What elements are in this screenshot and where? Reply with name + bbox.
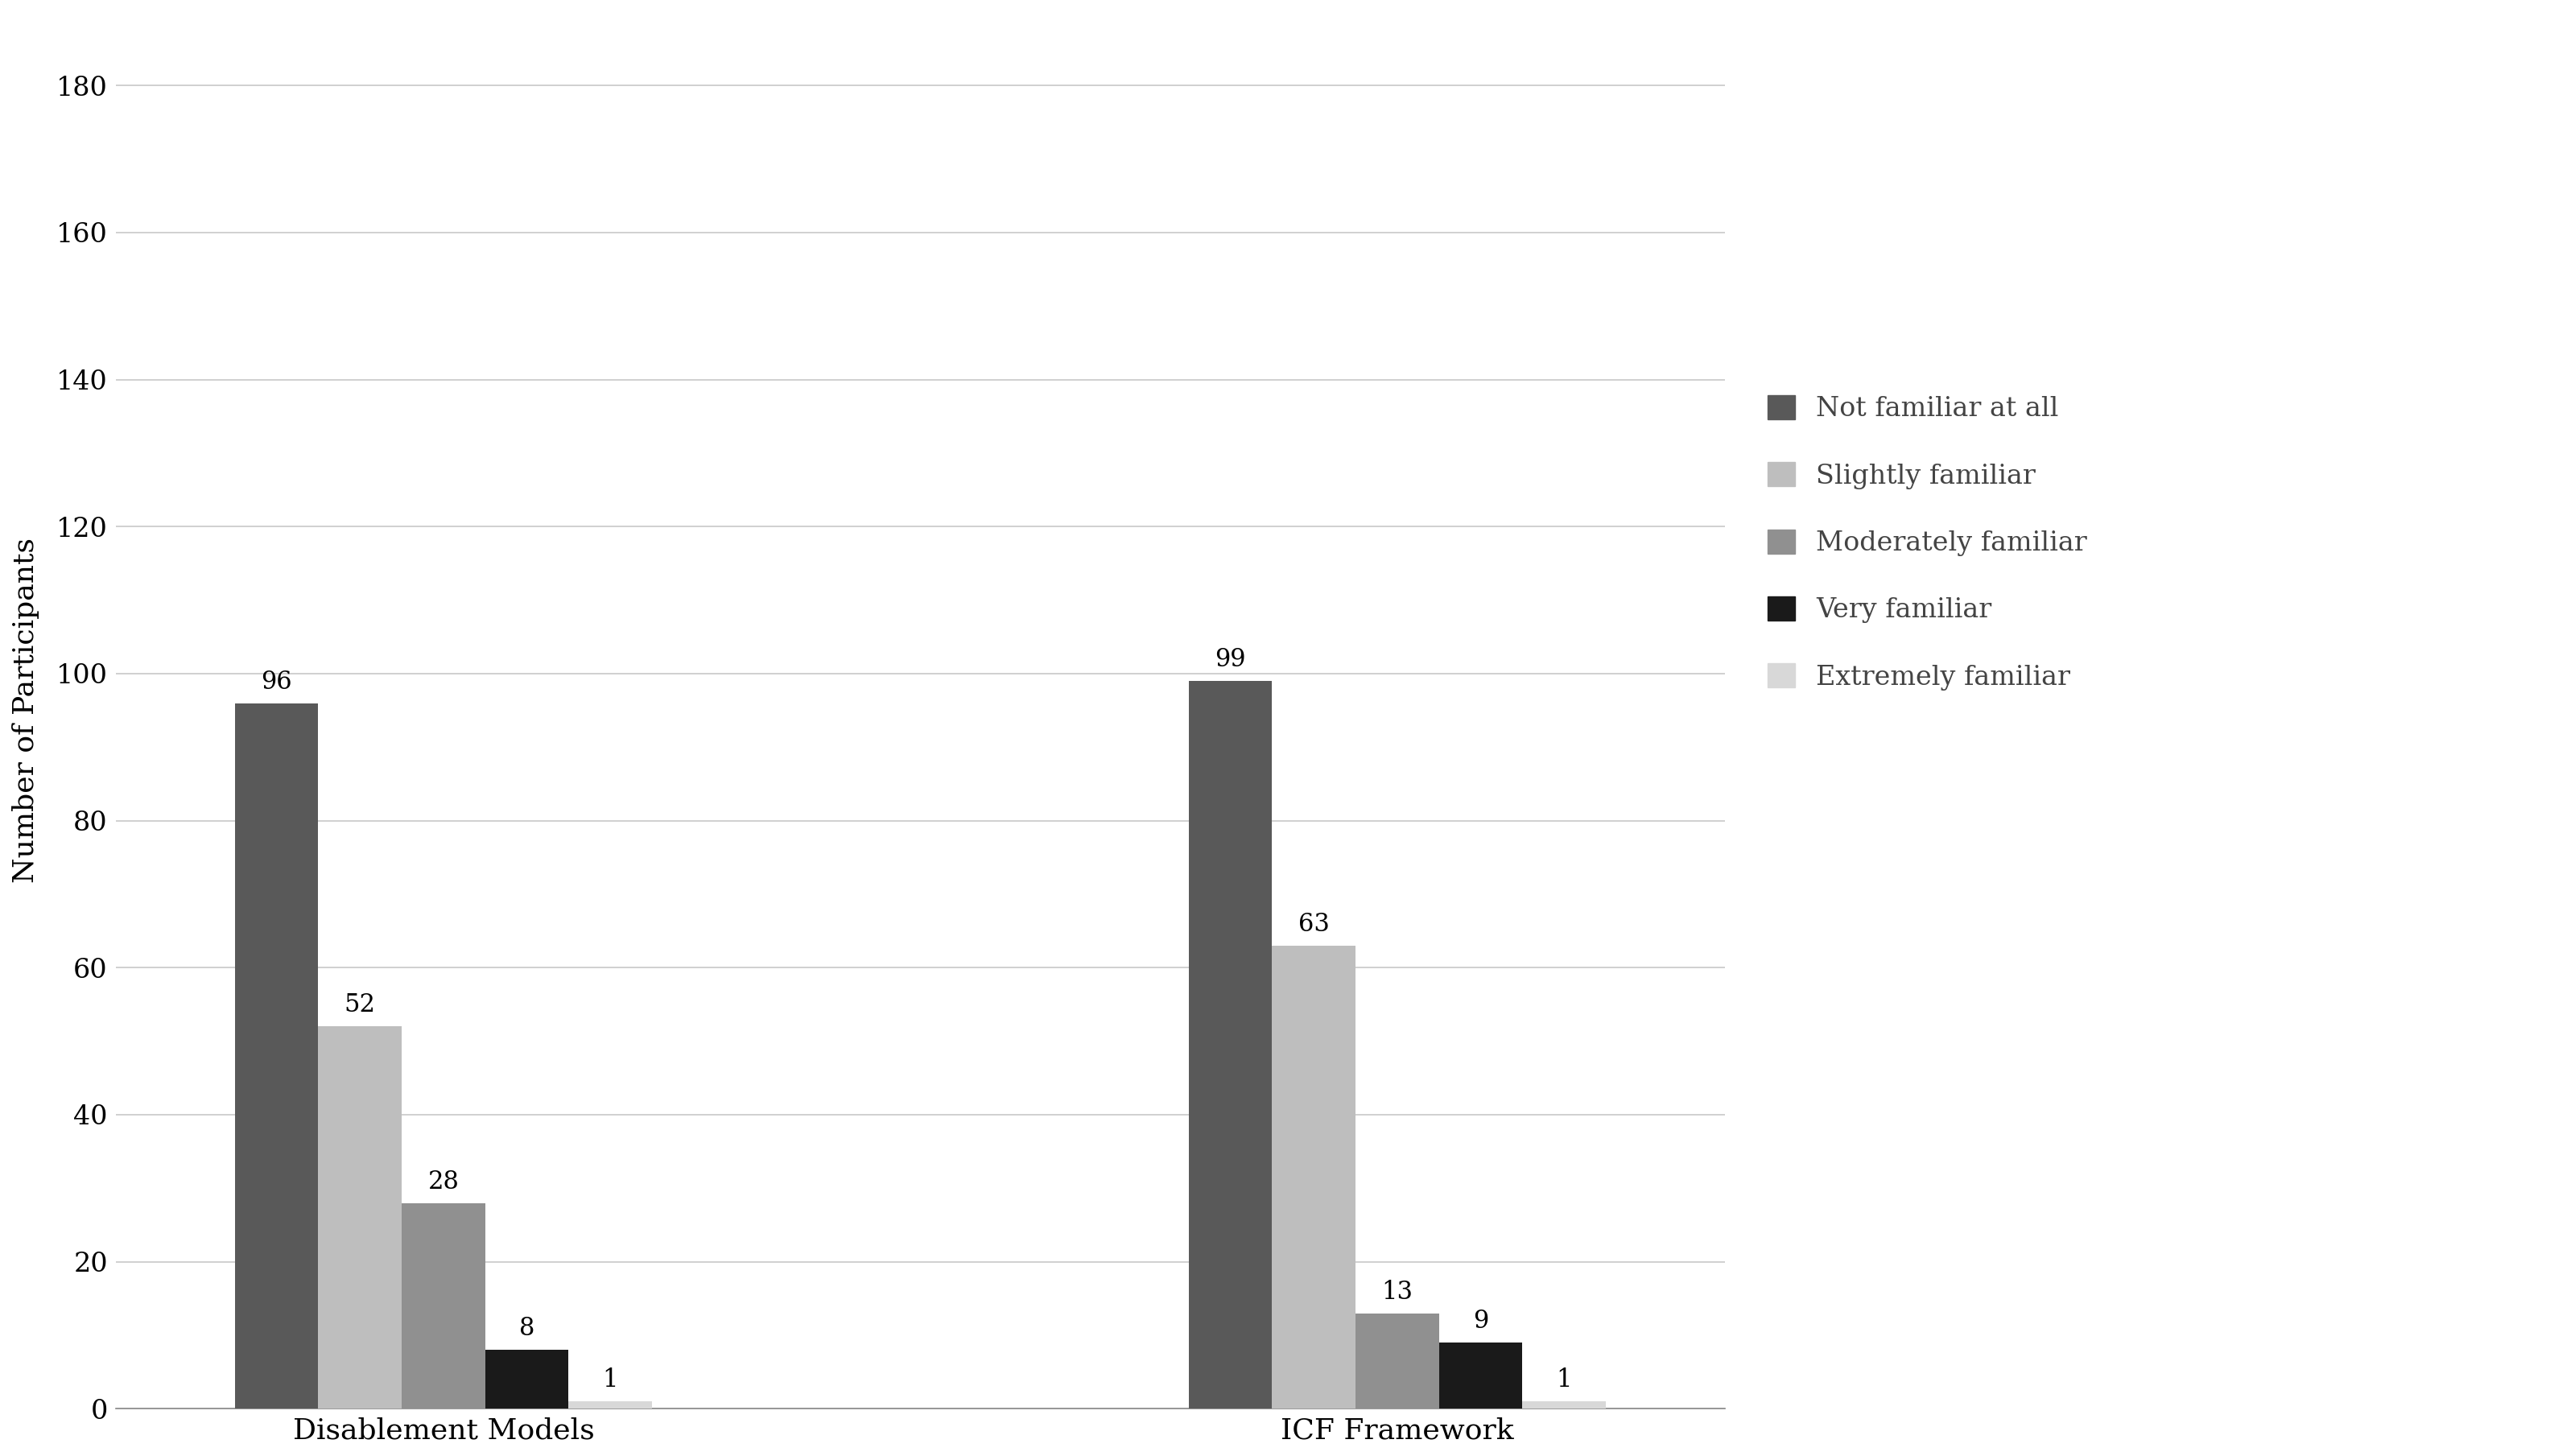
Bar [1522,1401,1606,1409]
Text: 1: 1 [1556,1367,1571,1392]
Bar [1188,681,1272,1409]
Text: 13: 13 [1382,1280,1413,1305]
Bar [484,1350,569,1409]
Bar [319,1026,403,1409]
Text: 9: 9 [1474,1309,1489,1334]
Bar [1272,945,1357,1409]
Bar [235,703,319,1409]
Y-axis label: Number of Participants: Number of Participants [13,537,38,882]
Text: 1: 1 [602,1367,617,1392]
Text: 63: 63 [1298,911,1329,936]
Text: 96: 96 [260,670,293,695]
Text: 28: 28 [428,1169,459,1194]
Legend: Not familiar at all, Slightly familiar, Moderately familiar, Very familiar, Extr: Not familiar at all, Slightly familiar, … [1754,381,2101,703]
Bar [1438,1342,1522,1409]
Bar [1357,1313,1438,1409]
Bar [569,1401,653,1409]
Text: 52: 52 [344,993,375,1018]
Text: 8: 8 [520,1316,536,1341]
Bar [403,1203,484,1409]
Text: 99: 99 [1214,648,1247,673]
